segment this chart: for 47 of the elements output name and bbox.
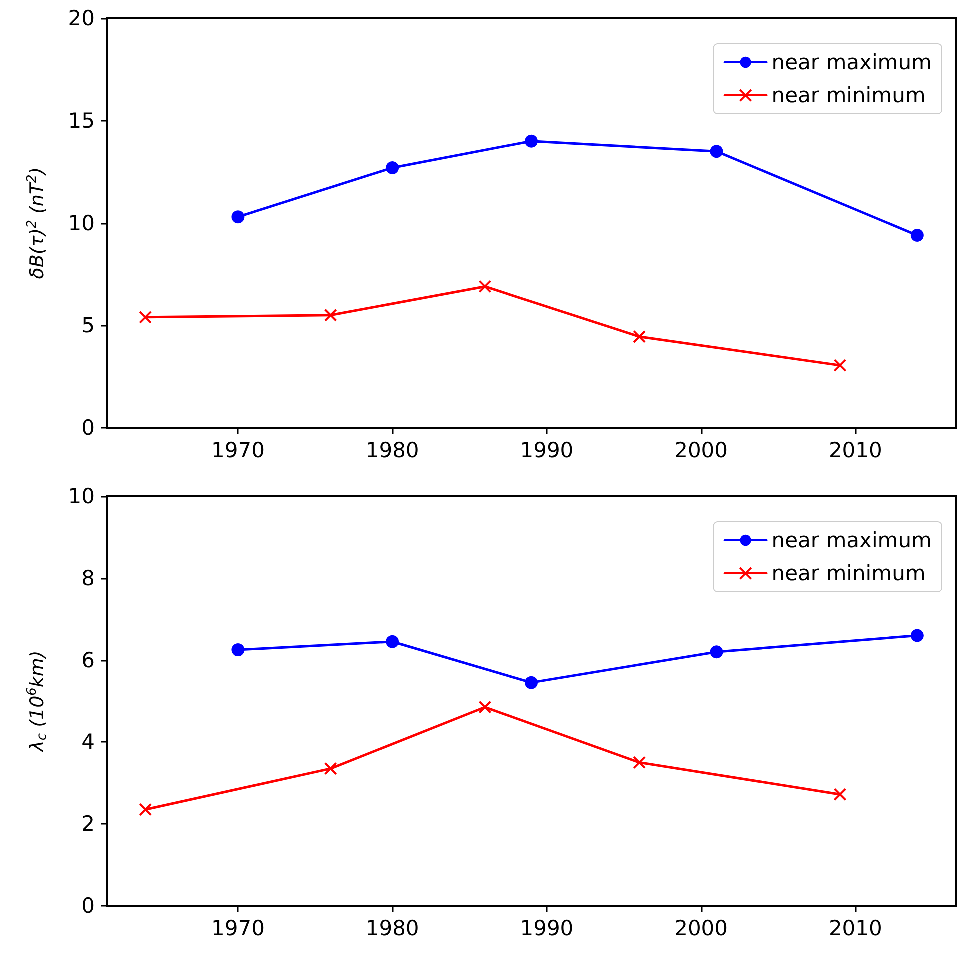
y-tick-label: 20 bbox=[68, 6, 95, 30]
point bbox=[525, 134, 538, 148]
point bbox=[478, 700, 492, 714]
x-tick-label: 2000 bbox=[674, 916, 728, 940]
y-tick-label: 0 bbox=[82, 894, 95, 918]
y-tick-label: 0 bbox=[82, 416, 95, 440]
point bbox=[525, 676, 538, 690]
legend-label: near maximum bbox=[772, 50, 932, 74]
point bbox=[710, 646, 724, 659]
y-tick-label: 10 bbox=[68, 211, 95, 236]
y-tick-label: 4 bbox=[82, 730, 95, 754]
x-tick-label: 1990 bbox=[520, 438, 574, 462]
legend-label: near minimum bbox=[772, 562, 926, 586]
point bbox=[386, 635, 400, 648]
point bbox=[834, 788, 847, 802]
legend-label: near minimum bbox=[772, 84, 926, 108]
x-tick-label: 2000 bbox=[674, 438, 728, 462]
point bbox=[139, 310, 152, 324]
x-tick-label: 1990 bbox=[520, 916, 574, 940]
point bbox=[232, 644, 245, 657]
legend-label: near maximum bbox=[772, 528, 932, 552]
x-tick-label: 1970 bbox=[211, 438, 265, 462]
y-tick-label: 6 bbox=[82, 648, 95, 672]
x-tick-label: 2010 bbox=[828, 438, 882, 462]
point bbox=[910, 629, 924, 642]
point bbox=[633, 330, 646, 344]
x-tick-label: 2010 bbox=[828, 916, 882, 940]
point bbox=[633, 756, 646, 770]
point bbox=[710, 145, 724, 158]
y-axis-title: δB(τ)2 (nT2) bbox=[25, 167, 48, 280]
y-tick-label: 15 bbox=[68, 108, 95, 133]
point bbox=[478, 280, 492, 294]
y-axis-title: λc (106km) bbox=[25, 650, 50, 753]
y-tick-label: 10 bbox=[68, 484, 95, 508]
point bbox=[324, 762, 338, 776]
y-tick-label: 8 bbox=[82, 566, 95, 590]
point bbox=[232, 210, 245, 224]
x-tick-label: 1970 bbox=[211, 916, 265, 940]
x-tick-label: 1980 bbox=[366, 916, 420, 940]
point bbox=[910, 229, 924, 242]
x-tick-label: 1980 bbox=[366, 438, 420, 462]
point bbox=[324, 308, 338, 322]
point bbox=[139, 803, 152, 816]
y-tick-label: 5 bbox=[82, 314, 95, 338]
y-tick-label: 2 bbox=[82, 812, 95, 836]
point bbox=[386, 161, 400, 174]
point bbox=[834, 359, 847, 372]
